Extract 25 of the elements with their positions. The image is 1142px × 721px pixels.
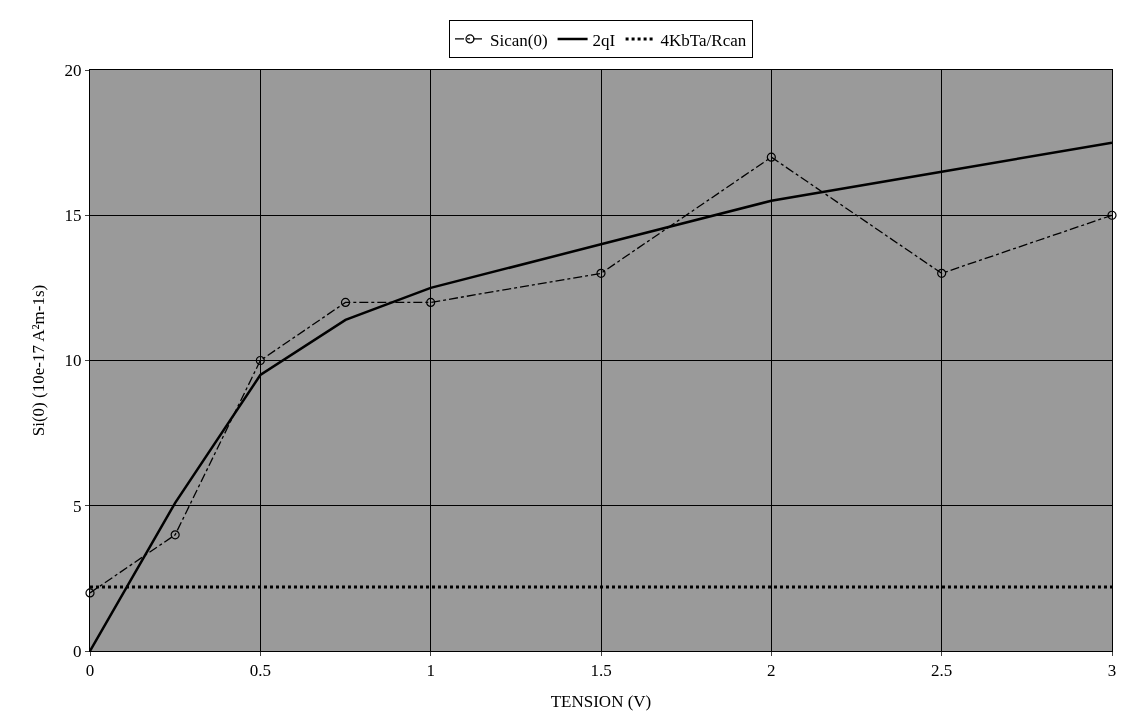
legend-label: Sican(0) [490, 30, 548, 50]
y-tick-label: 10 [64, 351, 82, 371]
point [170, 530, 180, 540]
legend-label: 4KbTa/Rcan [660, 30, 747, 50]
x-tick-label: 1.5 [590, 661, 612, 681]
point [766, 152, 776, 162]
y-tick-label: 0 [73, 641, 82, 661]
x-tick-label: 2.5 [931, 661, 953, 681]
point [426, 297, 436, 307]
legend-label: 2qI [592, 30, 616, 50]
x-axis-title: TENSION (V) [550, 691, 652, 711]
x-tick-label: 3 [1107, 661, 1117, 681]
point [255, 355, 265, 366]
y-tick-label: 15 [64, 206, 82, 226]
y-tick-label: 20 [64, 60, 82, 80]
x-tick-label: 1 [426, 661, 435, 681]
point [340, 297, 351, 307]
x-tick-label: 2 [767, 661, 776, 681]
y-tick-label: 5 [73, 496, 82, 516]
point [85, 588, 95, 598]
point [937, 268, 947, 278]
point [1107, 210, 1117, 220]
y-axis-title: Si(0) (10e-17 A²m-1s) [29, 284, 49, 437]
x-tick-label: 0.5 [249, 661, 271, 681]
point [596, 268, 606, 278]
